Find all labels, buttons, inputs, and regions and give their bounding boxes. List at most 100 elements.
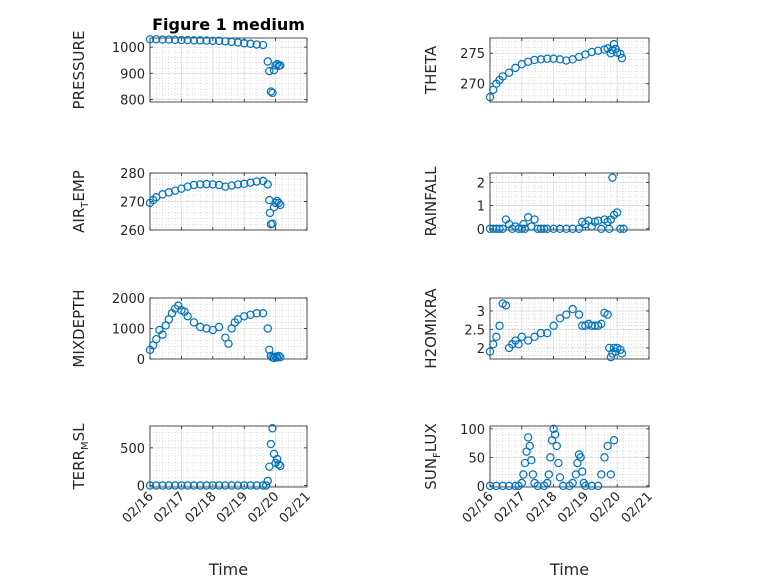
- y-axis-label: SUNFLUX: [422, 423, 443, 489]
- x-axis-label: Time: [208, 560, 248, 579]
- data-point: [593, 46, 603, 56]
- data-point: [272, 353, 282, 362]
- y-axis-label-main: RAINFALL: [422, 166, 440, 237]
- data-point: [574, 310, 584, 319]
- axes-box: [489, 37, 650, 103]
- x-tick-label: 02/20: [587, 489, 624, 526]
- data-point: [536, 328, 546, 338]
- data-point: [492, 224, 501, 234]
- data-point: [616, 224, 625, 234]
- data-point: [183, 481, 192, 490]
- data-point: [239, 481, 249, 490]
- data-point: [552, 441, 561, 451]
- y-axis-label-main: TERR: [70, 450, 88, 491]
- data-point: [514, 340, 523, 349]
- data-point: [276, 461, 285, 471]
- x-tick-label: 02/19: [555, 489, 592, 526]
- data-point: [600, 453, 609, 462]
- data-point: [536, 55, 546, 64]
- y-axis-label: MIXDEPTH: [70, 289, 88, 367]
- data-point: [266, 87, 276, 96]
- data-point: [485, 224, 495, 234]
- data-point: [517, 224, 527, 234]
- data-point: [276, 200, 285, 210]
- plot-area: [150, 38, 307, 102]
- series-markers: [485, 39, 627, 102]
- data-point: [227, 481, 236, 490]
- data-point: [597, 224, 606, 234]
- data-point: [528, 470, 538, 479]
- data-point: [258, 309, 268, 318]
- data-point: [555, 473, 565, 482]
- series-markers: [485, 424, 619, 491]
- data-point: [152, 481, 161, 490]
- data-point: [202, 324, 211, 333]
- y-axis-label-subscript: M: [80, 441, 91, 450]
- data-point: [485, 481, 495, 491]
- data-point: [576, 453, 585, 462]
- subplot-pressure: 800 900 1000 PRESSURE Figure 1 medium: [70, 15, 308, 109]
- data-point: [593, 481, 603, 491]
- y-axis-label-main: MIXDEPTH: [70, 289, 88, 367]
- y-tick-label: 100: [460, 423, 485, 438]
- data-point: [265, 462, 274, 471]
- data-point: [498, 481, 507, 491]
- data-point: [530, 55, 539, 65]
- data-point: [593, 216, 603, 225]
- data-point: [543, 224, 552, 234]
- data-point: [252, 481, 261, 490]
- data-point: [214, 36, 224, 46]
- data-point: [246, 39, 255, 48]
- y-axis-label-tail: SL: [70, 423, 88, 442]
- data-point: [523, 336, 533, 345]
- data-point: [164, 481, 174, 490]
- data-point: [276, 61, 285, 70]
- data-point: [616, 345, 625, 354]
- data-point: [530, 215, 539, 224]
- x-tick-label: 02/20: [245, 489, 282, 526]
- data-point: [533, 224, 542, 234]
- data-point: [587, 47, 596, 57]
- data-point: [562, 224, 571, 234]
- data-point: [221, 182, 230, 191]
- data-point: [609, 39, 619, 49]
- data-point: [587, 481, 596, 491]
- data-point: [233, 38, 243, 47]
- y-axis-label-tail: LUX: [422, 423, 440, 452]
- data-point: [170, 481, 180, 490]
- y-axis-label: RAINFALL: [422, 166, 440, 237]
- data-point: [549, 321, 558, 330]
- data-point: [202, 36, 211, 45]
- axes-box: [489, 297, 650, 360]
- data-point: [543, 54, 552, 63]
- data-point: [246, 178, 255, 187]
- data-point: [606, 352, 616, 362]
- data-point: [271, 61, 280, 70]
- y-tick-label: 900: [120, 67, 145, 82]
- data-point: [227, 37, 236, 47]
- figure-title: Figure 1 medium: [152, 15, 305, 34]
- y-axis-label: H2OMIXRA: [422, 288, 440, 369]
- series-markers: [485, 173, 628, 234]
- y-axis-label-main: THETA: [422, 45, 440, 95]
- x-tick-label: 02/18: [183, 489, 220, 526]
- data-point: [145, 481, 155, 490]
- data-point: [233, 481, 243, 490]
- y-tick-label: 270: [460, 78, 485, 93]
- y-axis-label-subscript: T: [80, 201, 91, 209]
- data-point: [514, 224, 523, 234]
- data-point: [189, 318, 199, 327]
- data-point: [268, 88, 277, 98]
- data-point: [562, 310, 571, 319]
- data-point: [492, 332, 501, 342]
- data-point: [266, 439, 276, 449]
- data-point: [196, 180, 205, 189]
- data-point: [543, 328, 552, 338]
- series-markers: [485, 299, 627, 362]
- plot-area: [150, 426, 307, 487]
- data-point: [546, 453, 555, 462]
- data-point: [258, 40, 268, 50]
- y-tick-label: 800: [120, 93, 145, 108]
- data-point: [214, 481, 224, 490]
- y-axis-label-subscript: F: [432, 452, 443, 458]
